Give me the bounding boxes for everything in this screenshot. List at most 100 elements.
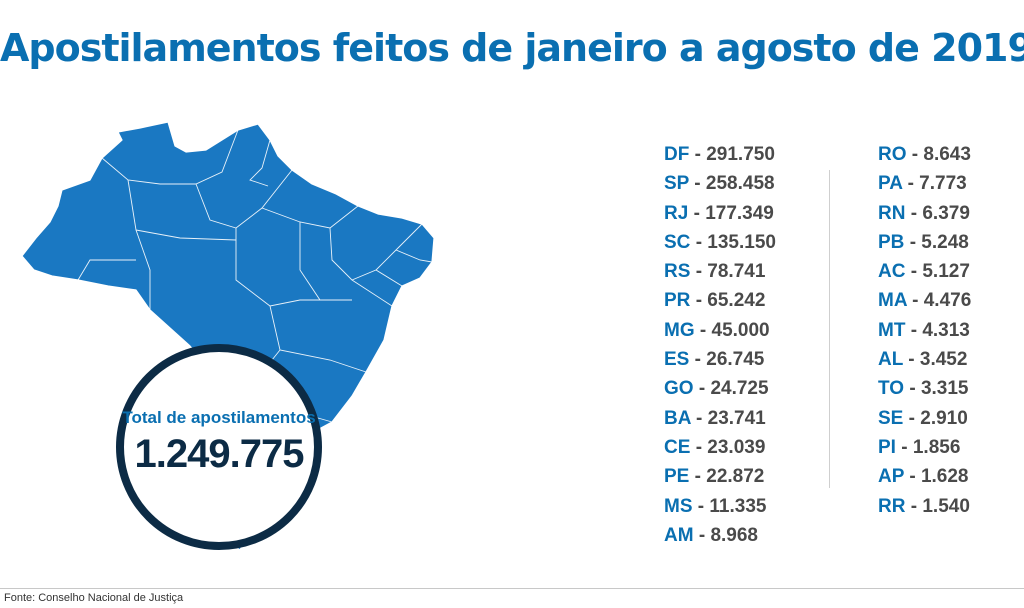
separator: - [910,202,918,224]
separator: - [695,290,703,312]
separator: - [694,144,701,165]
state-row: PR - 65.242 [664,286,776,315]
state-code: AP [878,466,905,488]
brazil-map-icon [21,121,435,551]
separator: - [910,495,918,517]
state-row: SC - 135.150 [664,228,776,257]
state-row: RS - 78.741 [664,257,776,286]
state-code: AM [664,524,694,546]
separator: - [699,319,707,341]
separator: - [698,524,706,546]
state-row: RN - 6.379 [878,199,971,228]
state-value: 3.452 [919,349,968,371]
separator: - [694,349,701,371]
state-value: 1.628 [920,466,969,488]
state-value: 5.248 [921,231,969,253]
state-code: PE [664,466,690,488]
separator: - [908,349,915,371]
separator: - [694,173,701,195]
state-row: CE - 23.039 [664,433,776,462]
state-row: PI - 1.856 [878,433,971,462]
state-code: PI [878,436,896,458]
state-row: SE - 2.910 [878,404,971,433]
state-value: 24.725 [710,378,769,400]
state-value: 3.315 [920,378,969,400]
state-code: PB [878,231,905,253]
separator: - [912,290,919,312]
separator: - [695,261,703,283]
state-code: PA [878,173,903,195]
state-value: 23.741 [707,407,766,429]
separator: - [901,436,908,458]
state-value: 65.242 [707,290,766,312]
state-value: 7.773 [919,173,967,195]
total-label: Total de apostilamentos [122,407,316,427]
state-row: AL - 3.452 [878,345,971,374]
state-value: 4.476 [923,290,972,312]
state-value: 5.127 [922,261,970,283]
separator: - [911,144,919,165]
separator: - [695,436,703,458]
state-value: 23.039 [707,436,766,458]
state-row: BA - 23.741 [664,404,776,433]
state-value: 6.379 [922,202,970,224]
state-value: 8.643 [923,144,971,165]
state-value: 4.313 [922,319,970,341]
separator: - [910,261,918,283]
state-row: RO - 8.643 [878,140,971,169]
state-code: CE [664,436,691,458]
state-code: RJ [664,202,689,224]
state-value: 26.745 [706,349,765,371]
state-code: RO [878,144,907,165]
state-value: 291.750 [706,144,775,165]
state-code: PR [664,290,691,312]
state-value: 22.872 [706,466,765,488]
state-row: MT - 4.313 [878,316,971,345]
state-code: MS [664,495,693,517]
state-value: 45.000 [711,319,770,341]
state-code: MG [664,319,695,341]
state-row: PE - 22.872 [664,462,776,491]
state-value: 258.458 [705,173,775,195]
state-code: DF [664,144,690,165]
state-code: AL [878,349,903,371]
separator: - [907,173,914,195]
state-code: ES [664,349,690,371]
column-divider [829,170,830,488]
states-list-right: RO - 8.643 PA - 7.773 RN - 6.379 PB - 5.… [878,140,971,521]
separator: - [693,202,700,224]
state-code: BA [664,407,691,429]
separator: - [910,319,918,341]
state-value: 177.349 [705,202,774,224]
state-code: TO [878,378,905,400]
state-value: 1.540 [922,495,970,517]
state-code: RR [878,495,906,517]
state-row: PA - 7.773 [878,169,971,198]
state-row: TO - 3.315 [878,374,971,403]
state-row: MG - 45.000 [664,316,776,345]
state-value: 135.150 [707,231,776,253]
separator: - [698,378,706,400]
state-code: SE [878,407,904,429]
separator: - [697,495,705,517]
state-row: GO - 24.725 [664,374,776,403]
state-row: AM - 8.968 [664,521,776,550]
separator: - [695,231,703,253]
separator: - [909,466,916,488]
state-row: DF - 291.750 [664,140,776,169]
state-code: RS [664,261,691,283]
state-code: GO [664,378,694,400]
page-title: Apostilamentos feitos de janeiro a agost… [0,26,1024,70]
state-value: 2.910 [920,407,968,429]
separator: - [908,407,915,429]
footer-divider [0,588,1024,589]
state-row: AC - 5.127 [878,257,971,286]
separator: - [696,407,703,429]
state-row: ES - 26.745 [664,345,776,374]
state-code: MT [878,319,906,341]
state-row: RJ - 177.349 [664,199,776,228]
state-row: MS - 11.335 [664,492,776,521]
state-row: PB - 5.248 [878,228,971,257]
separator: - [694,466,701,488]
state-row: MA - 4.476 [878,286,971,315]
